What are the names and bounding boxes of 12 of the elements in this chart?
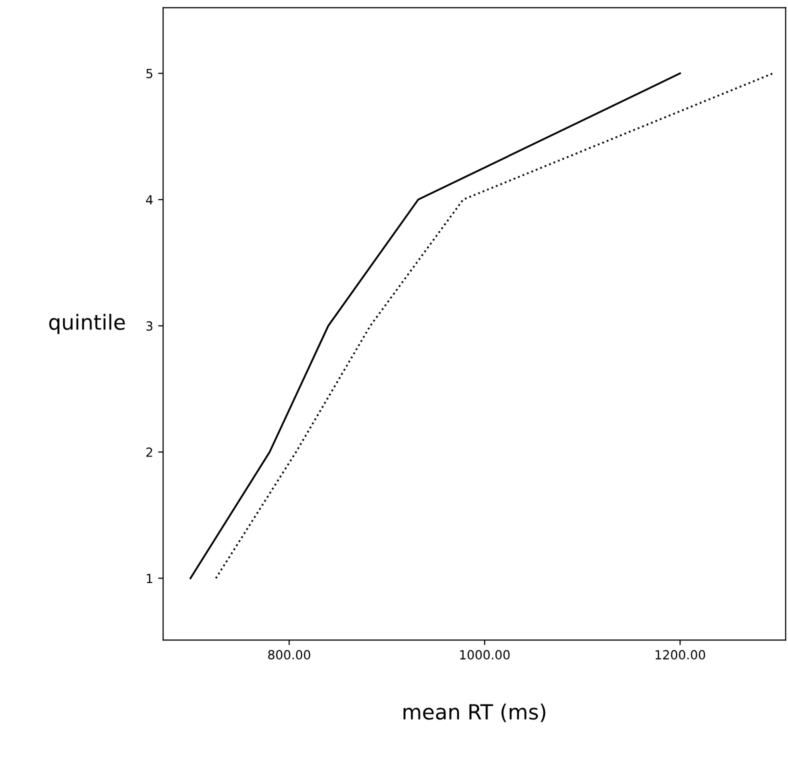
y-tick-label: 2	[146, 448, 152, 457]
x-tick-label: 1000.00	[460, 650, 510, 660]
y-axis-title: quintile	[49, 314, 125, 334]
x-axis-title: mean RT (ms)	[404, 704, 546, 722]
y-tick-label: 1	[146, 574, 152, 583]
y-tick-label: 3	[146, 321, 152, 331]
y-tick-label: 4	[146, 195, 153, 204]
y-tick-label: 5	[146, 69, 152, 78]
line-series	[214, 72, 774, 580]
x-tick-label: 800.00	[268, 650, 310, 660]
x-tick-label: 1200.00	[656, 650, 706, 660]
line-series	[190, 72, 681, 580]
